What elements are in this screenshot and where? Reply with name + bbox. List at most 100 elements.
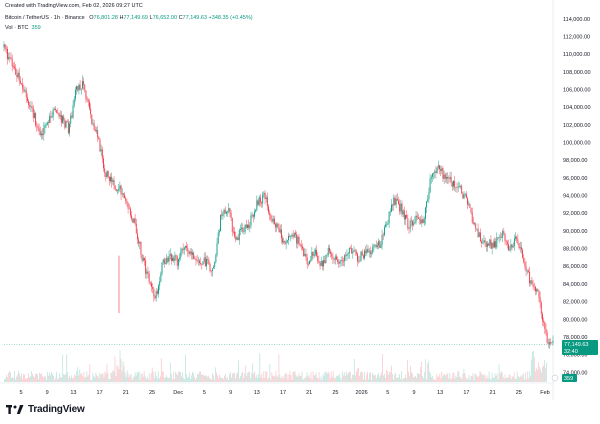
volume-bar — [402, 379, 403, 382]
symbol-legend: Bitcoin / TetherUS · 1h · Binance O76,80… — [5, 15, 253, 21]
volume-bar — [36, 373, 37, 382]
candle-body — [540, 302, 542, 314]
candle-body — [147, 271, 149, 274]
volume-bar — [206, 375, 207, 382]
volume-bar — [263, 371, 265, 382]
candle-body — [129, 208, 131, 216]
candle-body — [552, 340, 554, 343]
candle-body — [489, 239, 491, 246]
volume-bar — [46, 379, 47, 382]
candle-body — [64, 120, 66, 128]
candle-body — [485, 241, 487, 247]
volume-bar — [13, 378, 14, 382]
candle-body — [509, 249, 511, 251]
volume-bar — [19, 373, 20, 382]
candle-body — [84, 84, 86, 91]
volume-bar — [131, 379, 133, 382]
candle-body — [456, 187, 458, 188]
candle-body — [430, 176, 432, 179]
candle-body — [203, 257, 205, 262]
candle-body — [434, 171, 436, 173]
volume-bar — [448, 378, 450, 382]
candle-body — [154, 296, 156, 299]
volume-bar — [459, 376, 461, 382]
volume-bar — [534, 371, 536, 382]
candle-body — [209, 263, 211, 272]
volume-bar — [241, 372, 243, 382]
candle-body — [385, 224, 387, 228]
volume-bar — [67, 372, 69, 382]
candle-body — [24, 90, 26, 92]
volume-bar — [345, 371, 347, 382]
candle-body — [325, 255, 327, 264]
candle-body — [270, 215, 272, 220]
volume-bar — [100, 374, 102, 382]
candle-body — [334, 256, 336, 260]
volume-bar — [121, 370, 123, 382]
volume-bar — [209, 377, 210, 382]
candle-body — [70, 115, 72, 124]
volume-bar — [53, 375, 55, 382]
volume-bar — [450, 379, 452, 382]
candle-body — [396, 198, 398, 201]
volume-bar — [521, 374, 523, 382]
volume-bar — [72, 378, 74, 382]
volume-bar — [298, 372, 300, 382]
volume-bar — [47, 372, 48, 382]
candle-body — [87, 100, 89, 102]
volume-bar — [360, 371, 362, 382]
x-tick-label: 21 — [490, 390, 496, 396]
candle-body — [35, 113, 37, 126]
candle-body — [144, 257, 145, 261]
candle-body — [59, 114, 61, 117]
candle-body — [179, 257, 181, 259]
candle-body — [344, 255, 346, 262]
candle-body — [236, 237, 238, 240]
volume-bar — [150, 373, 152, 382]
volume-bar — [408, 371, 409, 382]
candle-body — [118, 188, 120, 191]
candle-body — [176, 256, 178, 266]
candle-body — [259, 197, 261, 203]
volume-bar — [430, 373, 432, 382]
volume-bar — [337, 375, 339, 382]
volume-bar — [83, 372, 85, 382]
candle-body — [449, 176, 451, 179]
event-marker-icon — [551, 374, 559, 382]
volume-bar — [342, 375, 344, 382]
volume-bar — [350, 378, 352, 382]
candle-body — [353, 250, 355, 252]
candle-body — [488, 243, 490, 246]
candle-body — [175, 255, 177, 257]
candle-body — [180, 252, 182, 258]
volume-bar — [324, 371, 326, 382]
candle-body — [117, 190, 118, 191]
candle-body — [214, 262, 216, 267]
volume-bar — [417, 373, 419, 382]
volume-bar — [246, 376, 248, 382]
candle-body — [335, 256, 337, 260]
volume-bar — [341, 371, 343, 382]
candle-body — [386, 224, 388, 226]
candle-body — [45, 124, 47, 126]
candle-body — [202, 261, 204, 265]
volume-bar — [123, 365, 125, 382]
volume-bar — [390, 372, 391, 382]
candle-body — [312, 251, 314, 256]
candle-body — [516, 236, 518, 240]
volume-bar — [161, 371, 163, 382]
volume-bar — [94, 377, 96, 382]
candle-body — [444, 174, 446, 179]
volume-bar — [307, 376, 309, 382]
candle-body — [107, 171, 109, 177]
volume-bar — [130, 373, 132, 382]
volume-bar — [220, 376, 221, 382]
candle-body — [305, 253, 307, 258]
volume-bar — [188, 376, 189, 382]
tradingview-brand[interactable]: TradingView — [6, 404, 85, 415]
candle-body — [526, 270, 528, 272]
candle-body — [314, 250, 316, 255]
candle-body — [140, 241, 142, 255]
volume-bar — [257, 377, 259, 382]
